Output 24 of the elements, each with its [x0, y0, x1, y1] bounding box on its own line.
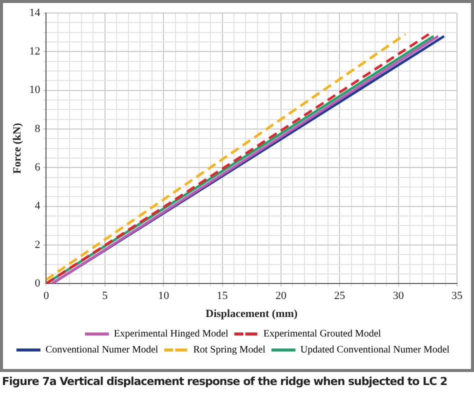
x-tick-label: 5 — [102, 290, 108, 302]
y-tick-label: 4 — [34, 200, 41, 212]
legend-label: Experimental Grouted Model — [263, 328, 382, 340]
x-tick-label: 35 — [452, 290, 463, 302]
x-tick-label: 10 — [158, 290, 170, 302]
y-tick-label: 8 — [34, 122, 41, 135]
x-axis-title: Displacement (mm) — [206, 308, 298, 320]
y-tick-label: 6 — [34, 162, 41, 174]
y-tick-label: 2 — [34, 238, 40, 251]
y-axis-title: Force (kN) — [11, 122, 24, 174]
x-tick-label: 30 — [392, 290, 404, 302]
x-tick-label: 15 — [216, 290, 228, 302]
x-tick-label: 20 — [275, 290, 287, 302]
caption: Figure 7a Vertical displacement response of the ridge when subjected to LC 2 — [2, 375, 448, 388]
legend-label: Experimental Hinged Model — [114, 328, 229, 340]
y-tick-label: 10 — [29, 84, 41, 96]
legend-label: Updated Conventional Numer Model — [300, 344, 450, 356]
y-tick-label: 14 — [29, 6, 41, 19]
y-tick-label: 12 — [29, 46, 40, 58]
y-tick-label: 0 — [34, 277, 41, 290]
x-tick-label: 25 — [334, 290, 346, 302]
legend-label: Rot Spring Model — [193, 344, 266, 356]
legend-label: Conventional Numer Model — [45, 344, 158, 356]
x-tick-label: 0 — [43, 290, 50, 302]
